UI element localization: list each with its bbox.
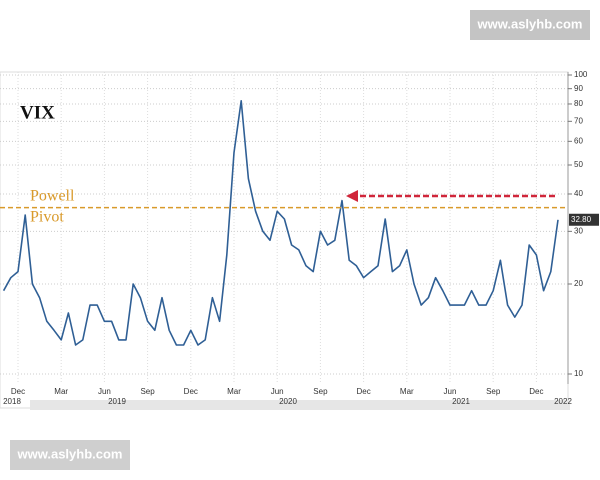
x-tick-label: Sep	[140, 387, 155, 396]
plot-area	[0, 71, 569, 409]
x-tick-label: Jun	[271, 387, 284, 396]
y-tick-label: 70	[574, 116, 583, 125]
x-group-label: 2022	[554, 397, 572, 406]
annotation-text: Pivot	[30, 208, 64, 225]
x-tick-label: Mar	[227, 387, 241, 396]
y-tick-label: 40	[574, 189, 583, 198]
x-tick-label: Dec	[356, 387, 370, 396]
x-group-label: 2018	[3, 397, 21, 406]
y-tick-label: 20	[574, 279, 583, 288]
x-tick-label: Dec	[529, 387, 543, 396]
watermark-box	[10, 440, 130, 470]
x-tick-label: Jun	[98, 387, 111, 396]
watermark-box	[470, 10, 590, 40]
x-tick-label: Mar	[54, 387, 68, 396]
y-tick-label: 50	[574, 160, 583, 169]
x-tick-label: Mar	[400, 387, 414, 396]
annotation-text: Powell	[30, 187, 75, 204]
y-tick-label: 100	[574, 70, 588, 79]
last-value-box	[569, 213, 599, 226]
x-tick-label: Jun	[444, 387, 457, 396]
last-value-label: 32.80	[571, 215, 592, 224]
watermark: www.aslyhb.com	[477, 16, 583, 31]
x-tick-label: Dec	[184, 387, 198, 396]
x-tick-label: Dec	[11, 387, 25, 396]
chart-title: VIX	[20, 102, 55, 123]
x-tick-label: Sep	[486, 387, 501, 396]
y-tick-label: 90	[574, 84, 583, 93]
x-tick-label: Sep	[313, 387, 328, 396]
arrow-head	[346, 190, 358, 202]
footer-bar	[30, 400, 570, 410]
x-group-label: 2021	[452, 397, 470, 406]
y-tick-label: 80	[574, 99, 583, 108]
watermark: www.aslyhb.com	[17, 446, 123, 461]
y-tick-label: 60	[574, 136, 583, 145]
x-group-label: 2019	[108, 397, 126, 406]
x-group-label: 2020	[279, 397, 297, 406]
grid	[0, 72, 568, 384]
y-tick-label: 10	[574, 369, 583, 378]
y-tick-label: 30	[574, 226, 583, 235]
plot	[2, 100, 559, 346]
line	[2, 100, 559, 346]
